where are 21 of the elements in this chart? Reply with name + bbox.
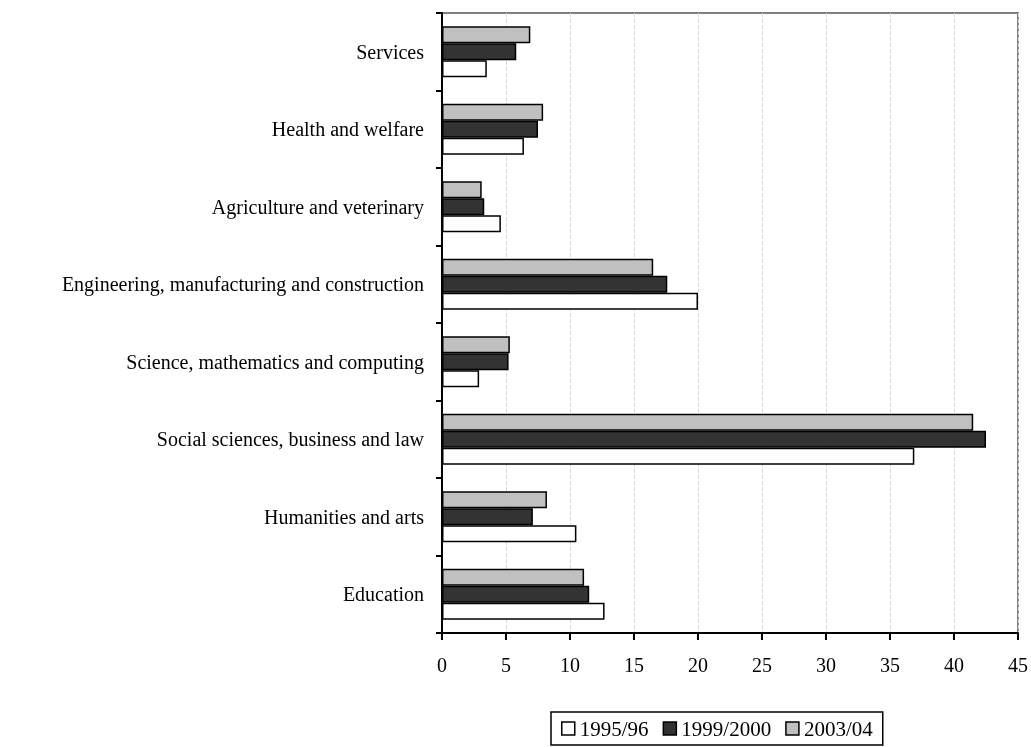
- x-tick-label: 15: [624, 654, 644, 676]
- x-tick-label: 10: [560, 654, 580, 676]
- x-tick-label: 30: [816, 654, 836, 676]
- x-tick-label: 20: [688, 654, 708, 676]
- x-tick-label: 5: [501, 654, 511, 676]
- y-tick-label: Education: [342, 583, 424, 606]
- y-tick-label: Health and welfare: [271, 118, 425, 141]
- y-tick-label: Engineering, manufacturing and construction: [61, 273, 424, 297]
- legend-label: 1995/96: [579, 716, 649, 741]
- x-tick-label: 40: [944, 654, 964, 676]
- y-tick-label: Science, mathematics and computing: [126, 350, 424, 374]
- legend-label: 2003/04: [803, 716, 874, 741]
- x-tick-label: 25: [752, 654, 772, 676]
- y-tick-label: Social sciences, business and law: [156, 428, 425, 451]
- y-tick-label: Agriculture and veterinary: [211, 195, 424, 219]
- legend-label: 1999/2000: [681, 716, 772, 741]
- x-tick-label: 0: [437, 654, 447, 676]
- x-tick-label: 35: [880, 654, 900, 676]
- x-tick-label: 45: [1008, 654, 1028, 676]
- y-tick-label: Services: [356, 40, 425, 63]
- y-tick-label: Humanities and arts: [264, 505, 425, 528]
